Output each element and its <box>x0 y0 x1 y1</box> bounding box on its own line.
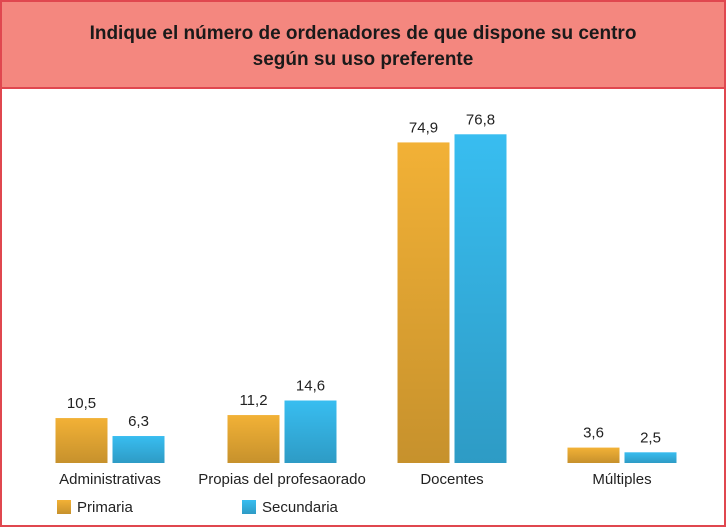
chart-title: según su uso preferente <box>253 49 474 70</box>
data-label: 6,3 <box>128 413 149 430</box>
bar-shade <box>397 142 450 464</box>
x-tick-label: Propias del profesaorado <box>198 471 366 488</box>
header <box>2 2 724 88</box>
x-tick-label: Múltiples <box>592 471 651 488</box>
data-label: 10,5 <box>67 395 96 412</box>
legend-label: Primaria <box>77 499 133 516</box>
data-label: 74,9 <box>409 119 438 136</box>
legend-label: Secundaria <box>262 499 339 516</box>
data-label: 76,8 <box>466 111 495 128</box>
data-label: 11,2 <box>239 392 267 409</box>
bar-shade <box>454 134 507 463</box>
data-label: 3,6 <box>583 425 604 442</box>
bar-shade <box>284 400 337 463</box>
bar-shade <box>567 447 620 463</box>
x-tick-label: Administrativas <box>59 471 161 488</box>
bar-shade <box>227 415 280 463</box>
x-tick-label: Docentes <box>420 471 483 488</box>
legend-swatch-shade <box>242 500 256 514</box>
bar-shade <box>112 436 165 463</box>
data-label: 2,5 <box>640 429 661 446</box>
legend-swatch-shade <box>57 500 71 514</box>
bar-shade <box>55 418 108 463</box>
data-label: 14,6 <box>296 377 325 394</box>
chart-title: Indique el número de ordenadores de que … <box>90 23 637 44</box>
bar-shade <box>624 452 677 463</box>
